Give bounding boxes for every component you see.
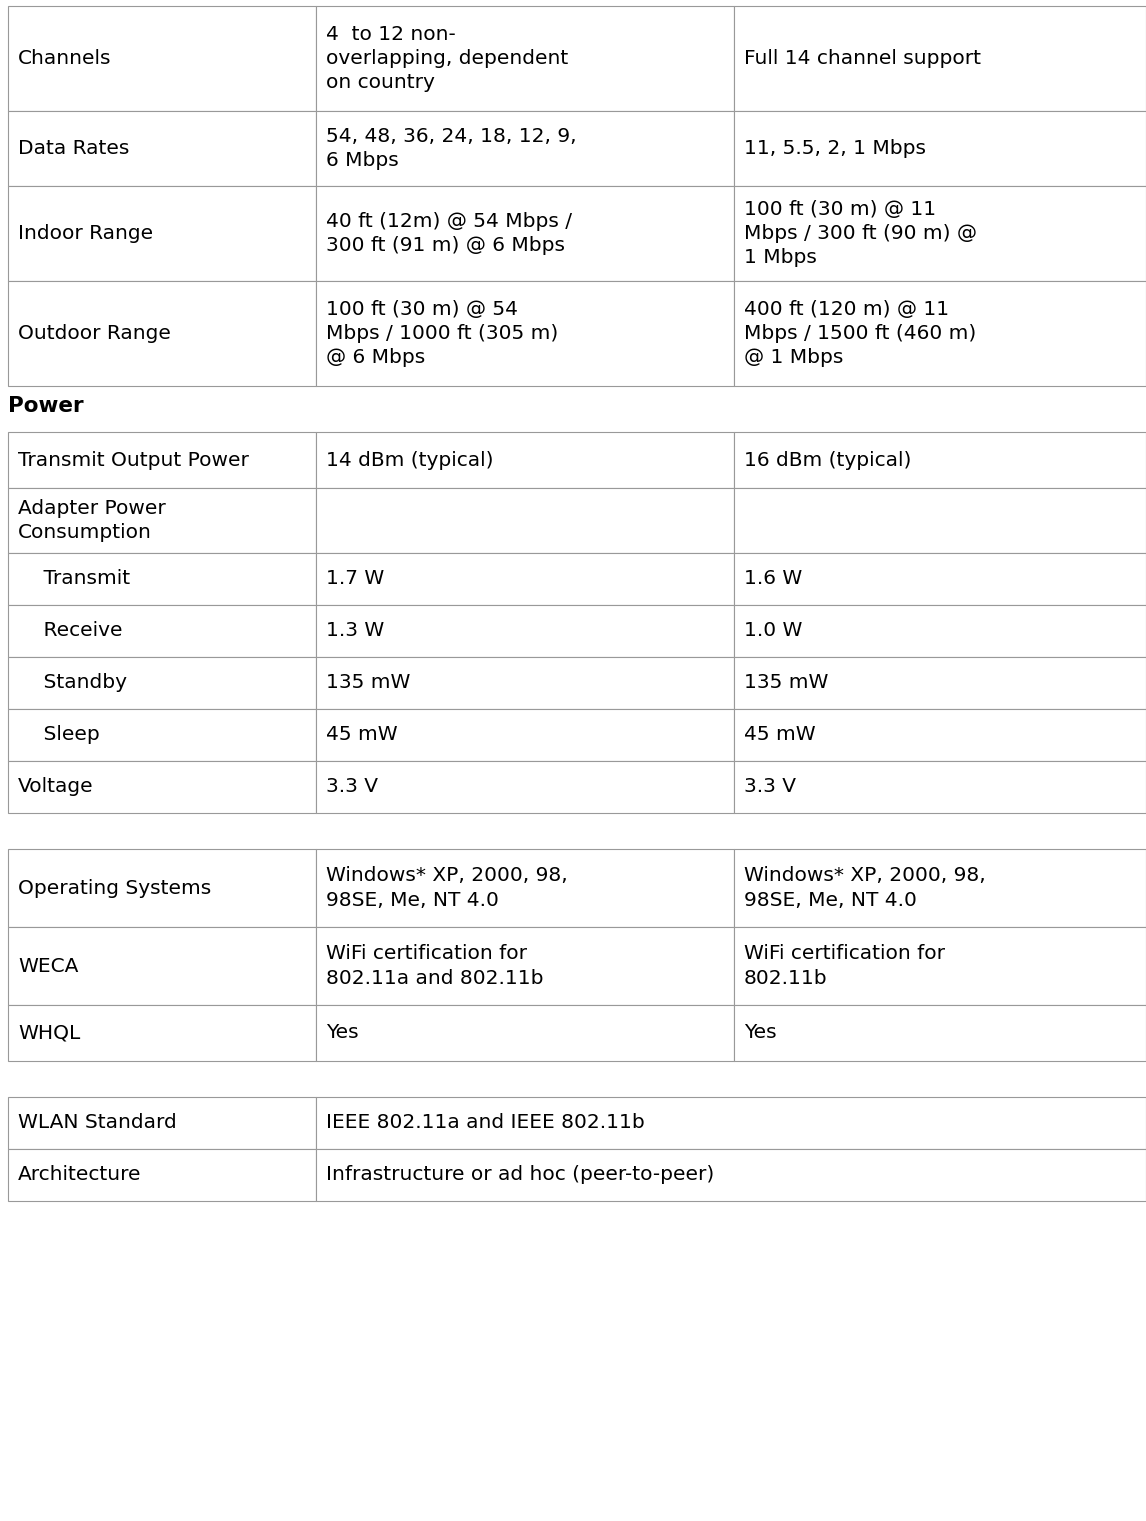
Text: 40 ft (12m) @ 54 Mbps /
300 ft (91 m) @ 6 Mbps: 40 ft (12m) @ 54 Mbps / 300 ft (91 m) @ …	[325, 211, 572, 256]
Text: Transmit: Transmit	[18, 569, 131, 589]
Text: 4  to 12 non-
overlapping, dependent
on country: 4 to 12 non- overlapping, dependent on c…	[325, 24, 568, 93]
Text: Adapter Power
Consumption: Adapter Power Consumption	[18, 499, 166, 541]
Text: 100 ft (30 m) @ 11
Mbps / 300 ft (90 m) @
1 Mbps: 100 ft (30 m) @ 11 Mbps / 300 ft (90 m) …	[744, 199, 978, 268]
Text: 100 ft (30 m) @ 54
Mbps / 1000 ft (305 m)
@ 6 Mbps: 100 ft (30 m) @ 54 Mbps / 1000 ft (305 m…	[325, 300, 558, 367]
Text: Operating Systems: Operating Systems	[18, 879, 211, 897]
Bar	[8, 760, 316, 814]
Bar	[733, 760, 1146, 814]
Text: 1.0 W: 1.0 W	[744, 622, 802, 640]
Bar	[316, 554, 733, 605]
Bar	[316, 849, 733, 926]
Bar	[733, 926, 1146, 1005]
Text: 1.3 W: 1.3 W	[325, 622, 384, 640]
Text: 14 dBm (typical): 14 dBm (typical)	[325, 450, 494, 470]
Text: 16 dBm (typical): 16 dBm (typical)	[744, 450, 911, 470]
Text: Data Rates: Data Rates	[18, 138, 129, 158]
Text: Voltage: Voltage	[18, 777, 94, 797]
Text: Receive: Receive	[18, 622, 123, 640]
Text: 11, 5.5, 2, 1 Mbps: 11, 5.5, 2, 1 Mbps	[744, 138, 926, 158]
Text: 1.7 W: 1.7 W	[325, 569, 384, 589]
Bar	[8, 1005, 316, 1062]
Bar	[733, 186, 1146, 281]
Text: WECA: WECA	[18, 957, 78, 975]
Bar	[8, 849, 316, 926]
Bar	[733, 709, 1146, 760]
Bar	[733, 281, 1146, 386]
Text: 45 mW: 45 mW	[325, 726, 398, 744]
Text: 135 mW: 135 mW	[325, 674, 410, 692]
Bar	[316, 488, 733, 554]
Bar	[733, 605, 1146, 657]
Text: Windows* XP, 2000, 98,
98SE, Me, NT 4.0: Windows* XP, 2000, 98, 98SE, Me, NT 4.0	[744, 867, 986, 910]
Bar	[316, 1148, 1146, 1202]
Bar	[8, 1148, 316, 1202]
Bar	[316, 186, 733, 281]
Bar	[8, 605, 316, 657]
Text: 3.3 V: 3.3 V	[325, 777, 378, 797]
Bar	[316, 605, 733, 657]
Text: WLAN Standard: WLAN Standard	[18, 1113, 176, 1133]
Text: Sleep: Sleep	[18, 726, 100, 744]
Bar	[316, 281, 733, 386]
Text: 3.3 V: 3.3 V	[744, 777, 796, 797]
Text: Architecture: Architecture	[18, 1165, 141, 1185]
Text: 45 mW: 45 mW	[744, 726, 816, 744]
Bar	[8, 1097, 316, 1148]
Bar	[316, 926, 733, 1005]
Bar	[316, 432, 733, 488]
Text: WiFi certification for
802.11a and 802.11b: WiFi certification for 802.11a and 802.1…	[325, 945, 543, 987]
Bar	[8, 488, 316, 554]
Bar	[733, 432, 1146, 488]
Text: Indoor Range: Indoor Range	[18, 224, 154, 243]
Bar	[8, 281, 316, 386]
Text: Power: Power	[8, 395, 84, 417]
Bar	[733, 488, 1146, 554]
Text: Outdoor Range: Outdoor Range	[18, 324, 171, 344]
Bar	[733, 554, 1146, 605]
Text: 54, 48, 36, 24, 18, 12, 9,
6 Mbps: 54, 48, 36, 24, 18, 12, 9, 6 Mbps	[325, 126, 576, 170]
Bar	[733, 1005, 1146, 1062]
Bar	[316, 1097, 1146, 1148]
Text: 135 mW: 135 mW	[744, 674, 829, 692]
Text: 1.6 W: 1.6 W	[744, 569, 802, 589]
Bar	[733, 657, 1146, 709]
Bar	[316, 657, 733, 709]
Text: Standby: Standby	[18, 674, 127, 692]
Text: Channels: Channels	[18, 49, 111, 68]
Text: Full 14 channel support: Full 14 channel support	[744, 49, 981, 68]
Bar	[733, 111, 1146, 186]
Text: IEEE 802.11a and IEEE 802.11b: IEEE 802.11a and IEEE 802.11b	[325, 1113, 645, 1133]
Text: Windows* XP, 2000, 98,
98SE, Me, NT 4.0: Windows* XP, 2000, 98, 98SE, Me, NT 4.0	[325, 867, 567, 910]
Bar	[8, 6, 316, 111]
Bar	[8, 111, 316, 186]
Text: Transmit Output Power: Transmit Output Power	[18, 450, 249, 470]
Text: WHQL: WHQL	[18, 1024, 80, 1042]
Bar	[316, 1005, 733, 1062]
Bar	[316, 111, 733, 186]
Text: 400 ft (120 m) @ 11
Mbps / 1500 ft (460 m)
@ 1 Mbps: 400 ft (120 m) @ 11 Mbps / 1500 ft (460 …	[744, 300, 976, 367]
Bar	[316, 6, 733, 111]
Bar	[8, 554, 316, 605]
Bar	[8, 432, 316, 488]
Text: Yes: Yes	[325, 1024, 359, 1042]
Bar	[316, 709, 733, 760]
Bar	[316, 760, 733, 814]
Bar	[8, 926, 316, 1005]
Bar	[8, 186, 316, 281]
Bar	[8, 657, 316, 709]
Text: Yes: Yes	[744, 1024, 777, 1042]
Text: WiFi certification for
802.11b: WiFi certification for 802.11b	[744, 945, 945, 987]
Bar	[733, 6, 1146, 111]
Text: Infrastructure or ad hoc (peer-to-peer): Infrastructure or ad hoc (peer-to-peer)	[325, 1165, 714, 1185]
Bar	[733, 849, 1146, 926]
Bar	[8, 709, 316, 760]
